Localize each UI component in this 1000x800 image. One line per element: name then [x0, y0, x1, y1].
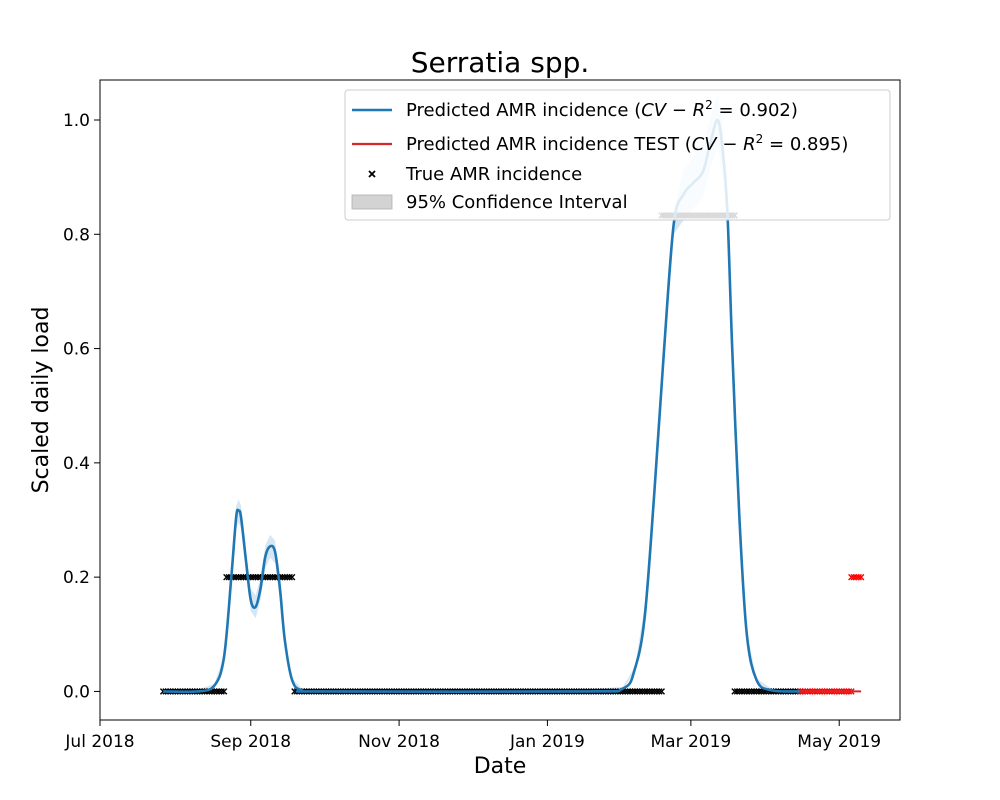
- x-axis-label: Date: [474, 754, 527, 779]
- true-incidence-point: [252, 573, 259, 581]
- y-axis-label: Scaled daily load: [29, 307, 54, 494]
- true-incidence-point: [638, 688, 646, 695]
- true-incidence-point: [218, 688, 225, 695]
- legend-label-0-prefix: Predicted AMR incidence (: [406, 100, 641, 121]
- true-incidence-test-point: [855, 573, 862, 581]
- legend-label-2: True AMR incidence: [405, 164, 582, 185]
- legend-box: [344, 89, 891, 221]
- true-incidence-point: [643, 688, 651, 695]
- true-incidence-point: [653, 688, 661, 695]
- x-tick-label: Nov 2018: [358, 732, 440, 752]
- true-incidence-point: [288, 573, 296, 581]
- true-incidence-point: [748, 688, 755, 695]
- y-tick-label: 0.4: [63, 454, 90, 474]
- true-incidence-point: [215, 688, 223, 695]
- legend-label-0-metric: CV − R: [641, 100, 705, 121]
- legend-label-1: Predicted AMR incidence TEST (CV − R2 = …: [406, 132, 848, 155]
- x-tick-label: Jan 2019: [509, 732, 585, 752]
- true-incidence-test-group-1: [848, 573, 865, 581]
- true-incidence-point: [646, 688, 653, 695]
- legend-swatch-ci: [351, 194, 393, 210]
- x-tick-label: Sep 2018: [210, 732, 291, 752]
- true-incidence-point: [235, 573, 242, 581]
- x-tick-label: Jul 2018: [64, 732, 134, 752]
- true-incidence-point: [283, 573, 291, 581]
- legend-swatch-true: [368, 170, 376, 178]
- legend-label-1-sup: 2: [756, 132, 764, 146]
- true-incidence-point: [641, 688, 648, 695]
- true-incidence-point: [648, 688, 656, 695]
- legend-label-1-prefix: Predicted AMR incidence TEST (: [406, 134, 692, 155]
- true-incidence-point: [279, 573, 286, 581]
- true-incidence-point: [629, 688, 636, 695]
- true-incidence-point: [743, 688, 751, 695]
- true-incidence-point: [271, 573, 279, 581]
- true-incidence-point: [741, 688, 748, 695]
- true-incidence-point: [286, 573, 293, 581]
- true-incidence-point: [631, 688, 639, 695]
- true-incidence-point: [240, 573, 247, 581]
- x-tick-label: Mar 2019: [651, 732, 732, 752]
- true-incidence-point: [753, 688, 760, 695]
- legend-label-3: 95% Confidence Interval: [406, 192, 628, 213]
- true-incidence-point: [266, 573, 274, 581]
- y-tick-label: 0.8: [63, 225, 90, 245]
- true-incidence-point: [213, 688, 221, 695]
- true-incidence-point: [264, 573, 272, 581]
- true-incidence-point: [655, 688, 663, 695]
- legend: Predicted AMR incidence (CV − R2 = 0.902…: [344, 89, 891, 221]
- true-incidence-point: [755, 688, 763, 695]
- y-tick-label: 0.2: [63, 568, 90, 588]
- legend-label-0-suffix: = 0.902): [713, 100, 798, 121]
- true-incidence-point: [291, 688, 298, 695]
- legend-label-1-suffix: = 0.895): [763, 134, 848, 155]
- true-incidence-point: [281, 573, 289, 581]
- y-tick-label: 0.0: [63, 682, 90, 702]
- true-incidence-point: [237, 573, 245, 581]
- true-incidence-point: [658, 688, 665, 695]
- y-tick-label: 1.0: [63, 111, 90, 131]
- true-incidence-point: [750, 688, 758, 695]
- plot-frame: [99, 79, 901, 721]
- legend-label-0: Predicted AMR incidence (CV − R2 = 0.902…: [406, 98, 798, 121]
- true-incidence-point: [634, 688, 641, 695]
- true-incidence-point: [626, 688, 634, 695]
- true-incidence-test-point: [848, 573, 855, 581]
- true-incidence-point: [232, 573, 240, 581]
- true-incidence-point: [223, 573, 230, 581]
- true-incidence-point: [651, 688, 658, 695]
- true-incidence-test-point: [850, 573, 858, 581]
- true-incidence-group-1: [223, 573, 296, 581]
- true-incidence-point: [624, 688, 631, 695]
- chart-title: Serratia spp.: [411, 46, 590, 79]
- true-incidence-point: [745, 688, 753, 695]
- true-incidence-point: [254, 573, 262, 581]
- true-incidence-point: [220, 688, 228, 695]
- legend-label-0-sup: 2: [705, 98, 713, 112]
- true-incidence-point: [269, 573, 276, 581]
- true-incidence-point: [249, 573, 257, 581]
- true-incidence-point: [636, 688, 644, 695]
- true-incidence-point: [738, 688, 746, 695]
- true-incidence-point: [736, 688, 743, 695]
- x-tick-label: May 2019: [797, 732, 881, 752]
- true-incidence-test-point: [852, 573, 860, 581]
- y-tick-label: 0.6: [63, 340, 90, 360]
- legend-label-1-metric: CV − R: [692, 134, 756, 155]
- true-incidence-point: [210, 688, 218, 695]
- true-incidence-point: [731, 688, 738, 695]
- true-incidence-point: [733, 688, 741, 695]
- true-incidence-test-point: [857, 573, 865, 581]
